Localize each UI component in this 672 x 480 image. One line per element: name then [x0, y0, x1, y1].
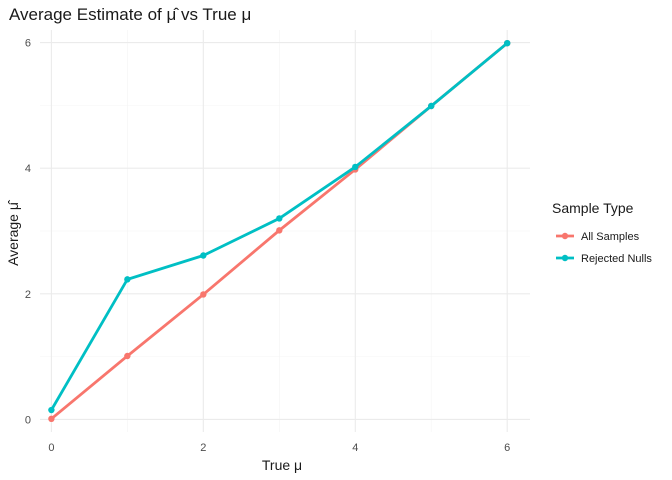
y-tick-label: 4 [25, 163, 31, 175]
legend-key-point [561, 254, 569, 262]
x-tick-label: 2 [200, 442, 206, 454]
legend-key-point [561, 232, 569, 240]
data-point [48, 415, 55, 423]
chart-title: Average Estimate of μ̂ vs True μ [9, 5, 251, 24]
data-point [276, 227, 283, 234]
data-point [200, 291, 207, 298]
tick-labels: 0 2 4 6 0 2 4 6 [25, 38, 510, 454]
x-axis-title: True μ [262, 457, 302, 473]
x-tick-label: 0 [48, 442, 54, 454]
legend-title: Sample Type [552, 200, 634, 216]
series-rejected-nulls [48, 39, 511, 414]
x-tick-label: 6 [504, 442, 510, 454]
legend: Sample Type All Samples Rejected Nulls [552, 200, 652, 265]
y-tick-label: 2 [25, 289, 31, 301]
data-point [276, 215, 283, 222]
legend-label: Rejected Nulls [581, 253, 652, 265]
legend-item: All Samples [556, 231, 640, 243]
y-tick-label: 0 [25, 414, 31, 426]
data-point [124, 276, 131, 283]
y-tick-label: 6 [25, 38, 31, 50]
data-point [428, 102, 435, 110]
data-point [504, 39, 511, 47]
grid [40, 30, 530, 432]
data-point [48, 406, 55, 414]
y-axis-title: Average μ̂ [5, 199, 21, 266]
data-point [200, 252, 207, 259]
legend-label: All Samples [581, 231, 640, 243]
data-point [124, 352, 131, 360]
legend-item: Rejected Nulls [556, 253, 652, 265]
data-point [352, 163, 359, 171]
series-layer [48, 39, 511, 423]
x-tick-label: 4 [352, 442, 358, 454]
